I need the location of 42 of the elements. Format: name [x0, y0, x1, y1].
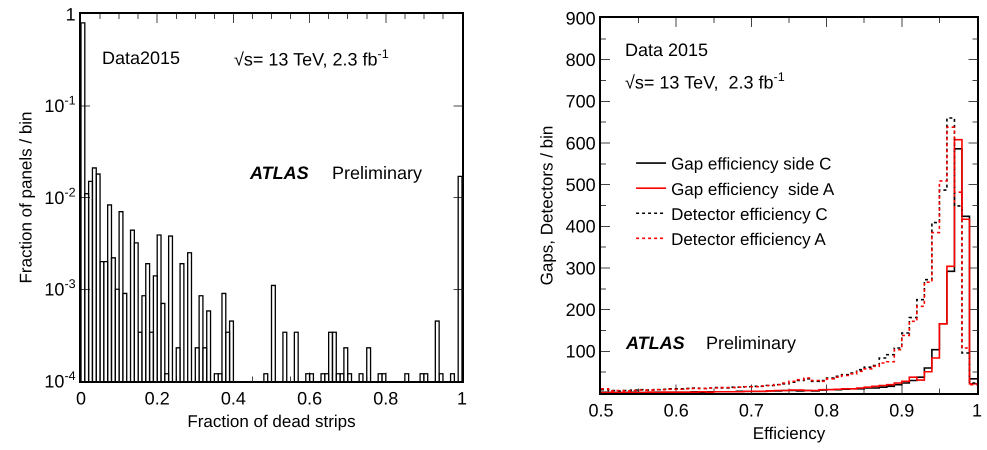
annotation: Preliminary: [706, 333, 796, 353]
y-axis-title: Gaps, Detectors / bin: [538, 126, 557, 286]
x-tick-label: 0.7: [738, 400, 764, 420]
x-tick-label: 0.6: [297, 388, 322, 408]
x-tick-label: 1: [456, 388, 468, 408]
y-axis-title: Fraction of panels / bin: [16, 112, 36, 284]
x-tick-label: 1: [972, 400, 982, 420]
y-tick-label: 600: [566, 133, 596, 154]
y-tick-label: 900: [566, 8, 596, 28]
annotation: √s= 13 TeV, 2.3 fb$^{-1}$: [625, 70, 785, 93]
x-tick-label: 0.8: [814, 400, 840, 420]
annotation: √s= 13 TeV, 2.3 fb$^{-1}$: [234, 47, 389, 70]
y-tick-label: 10$^{-3}$: [44, 276, 76, 300]
y-tick-label: 1: [66, 4, 76, 24]
y-tick-label: 500: [566, 174, 596, 195]
y-tick-label: 100: [566, 342, 596, 362]
x-tick-label: 0.5: [588, 400, 614, 420]
x-tick-label: 0.6: [664, 400, 689, 420]
x-axis-title: Efficiency: [752, 424, 826, 444]
legend-label: Gap efficiency side A: [671, 180, 835, 199]
x-tick-label: 0: [76, 388, 86, 408]
annotation: Data 2015: [625, 40, 708, 60]
legend-label: Gap efficiency side C: [671, 154, 832, 174]
y-tick-label: 700: [566, 92, 596, 112]
y-tick-label: 400: [566, 216, 596, 237]
x-tick-label: 0.9: [889, 400, 914, 420]
x-tick-label: 0.8: [373, 388, 398, 408]
legend-label: Detector efficiency C: [671, 204, 828, 224]
legend-label: Detector efficiency A: [671, 230, 826, 249]
annotation: Preliminary: [332, 163, 422, 183]
y-tick-label: 200: [566, 300, 596, 320]
y-tick-label: 800: [566, 50, 596, 70]
y-tick-label: 10$^{-1}$: [44, 93, 76, 116]
annotation: Data2015: [102, 48, 180, 68]
x-tick-label: 0.4: [220, 388, 246, 408]
annotation: ATLAS: [249, 163, 309, 183]
y-tick-label: 300: [566, 258, 596, 278]
y-tick-label: 10$^{-4}$: [44, 368, 76, 392]
x-tick-label: 0.2: [144, 388, 170, 408]
annotation: ATLAS: [625, 333, 685, 353]
x-axis-title: Fraction of dead strips: [187, 412, 356, 432]
y-tick-label: 10$^{-2}$: [44, 185, 76, 208]
